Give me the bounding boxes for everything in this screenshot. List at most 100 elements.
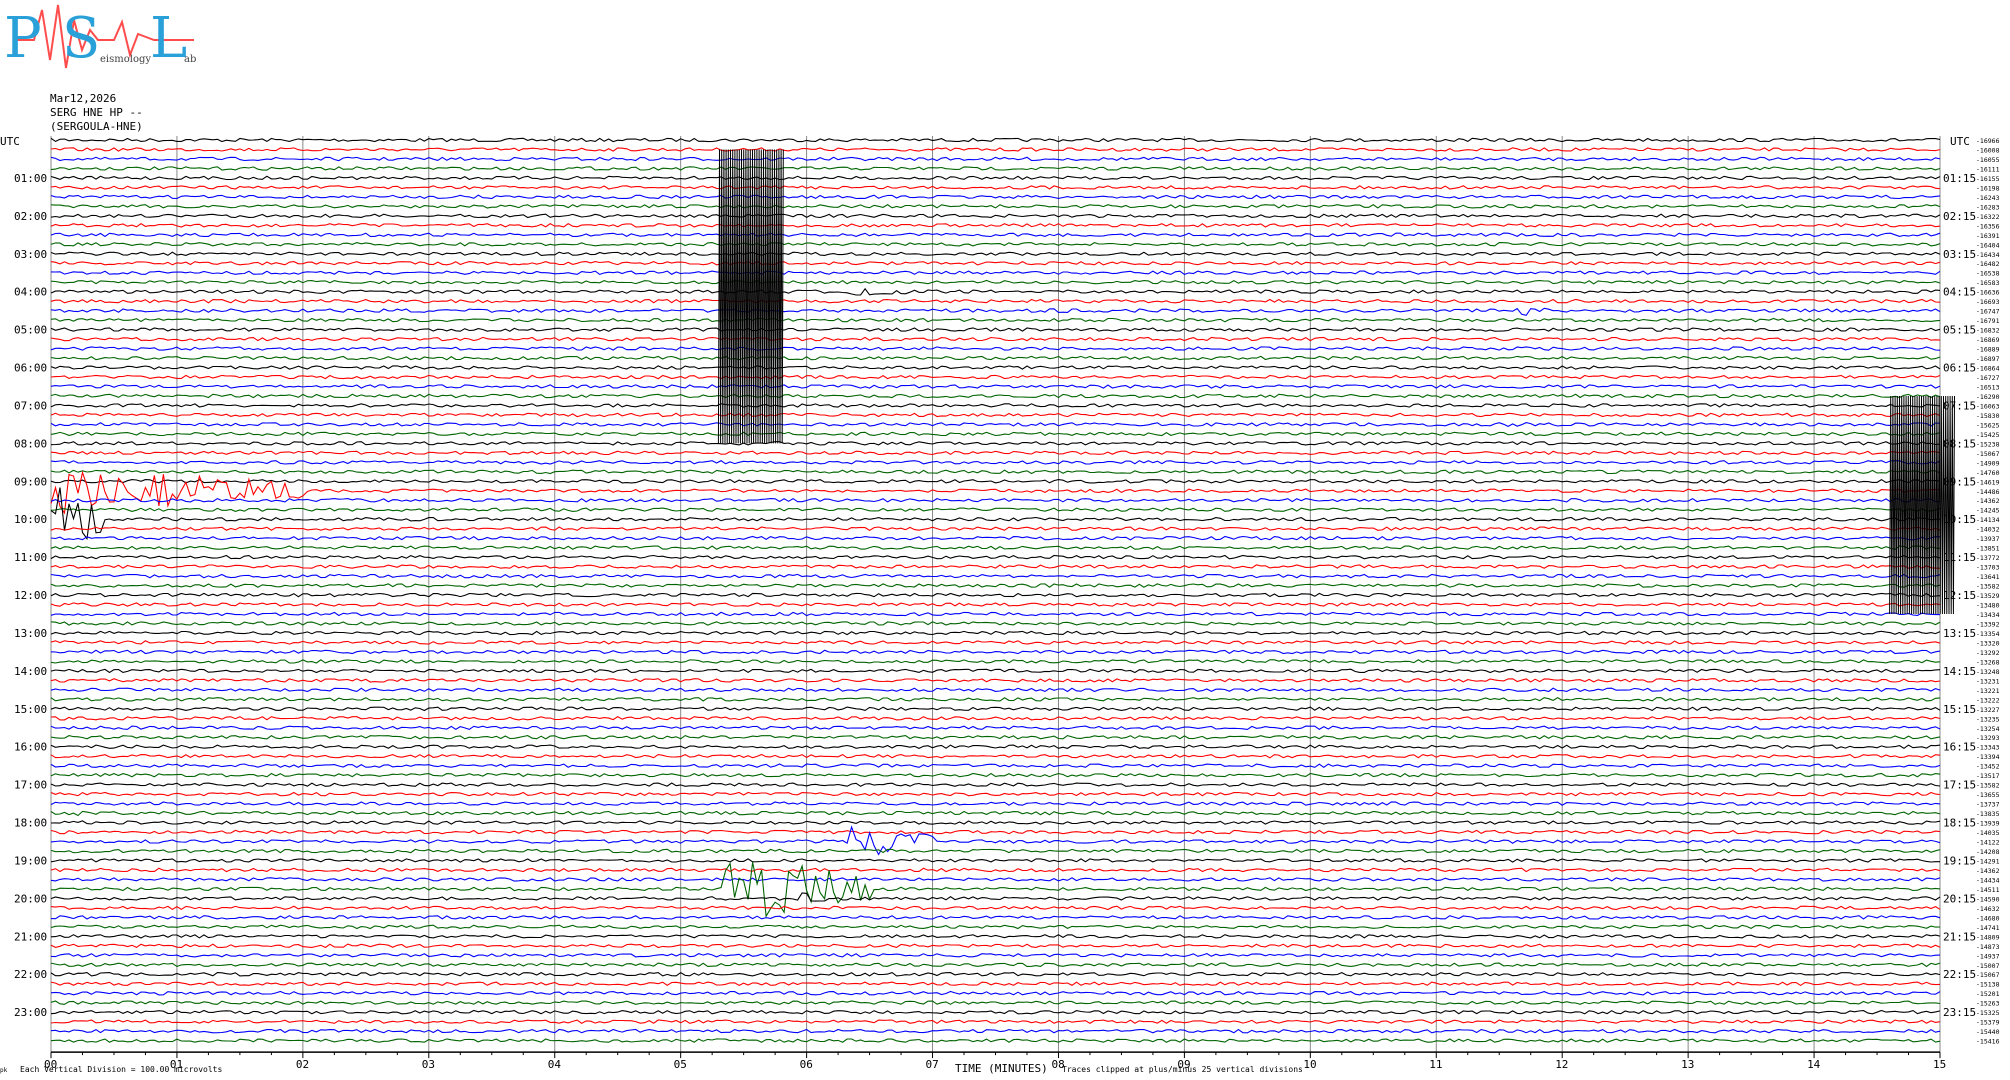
trace-mean-label: -14909 <box>1976 459 2000 467</box>
trace-mean-label: -13292 <box>1976 649 2000 657</box>
trace-row-45 <box>50 564 1941 569</box>
trace-mean-label: -15625 <box>1976 421 2000 429</box>
trace-mean-label: -14873 <box>1976 943 2000 951</box>
right-hour-label: 14:15 <box>1943 665 1976 678</box>
right-hour-label: 04:15 <box>1943 286 1976 299</box>
trace-row-84 <box>50 934 1941 939</box>
logo-letter-p: P <box>4 6 42 71</box>
right-hour-label: 23:15 <box>1943 1006 1976 1019</box>
trace-mean-label: -16966 <box>1976 137 2000 145</box>
left-hour-label: 15:00 <box>14 703 47 716</box>
trace-mean-label: -13235 <box>1976 715 2000 723</box>
left-hour-label: 18:00 <box>14 817 47 830</box>
trace-row-27 <box>50 393 1941 399</box>
trace-row-40 <box>50 487 1941 541</box>
trace-mean-label: -13227 <box>1976 706 2000 714</box>
logo-letter-l: L <box>150 6 187 71</box>
trace-row-17 <box>50 298 1941 304</box>
trace-row-82 <box>50 915 1941 920</box>
trace-mean-label: -16636 <box>1976 289 2000 297</box>
trace-mean-label: -16693 <box>1976 298 2000 306</box>
trace-mean-label: -13517 <box>1976 772 2000 780</box>
trace-mean-label: -15067 <box>1976 450 2000 458</box>
left-hour-label: 10:00 <box>14 513 47 526</box>
trace-row-54 <box>50 649 1941 655</box>
trace-mean-label: -16889 <box>1976 346 2000 354</box>
trace-mean-label: -14590 <box>1976 895 2000 903</box>
trace-mean-label: -14134 <box>1976 516 2000 524</box>
trace-mean-label: -13254 <box>1976 725 2000 733</box>
left-hour-label: 05:00 <box>14 324 47 337</box>
trace-row-5 <box>50 185 1941 190</box>
trace-row-63 <box>50 734 1941 740</box>
trace-row-23 <box>50 355 1941 361</box>
x-tick-label: 03 <box>422 1058 435 1071</box>
right-hour-label: 15:15 <box>1943 703 1976 716</box>
trace-row-43 <box>50 545 1941 550</box>
trace-row-64 <box>50 744 1941 750</box>
x-tick-label: 10 <box>1303 1058 1316 1071</box>
trace-mean-label: -16434 <box>1976 251 2000 259</box>
trace-mean-label: -13231 <box>1976 677 2000 685</box>
left-hour-label: 09:00 <box>14 475 47 488</box>
trace-row-89 <box>50 981 1941 987</box>
x-tick-label: 11 <box>1429 1058 1442 1071</box>
trace-row-2 <box>50 156 1941 162</box>
trace-row-37 <box>50 470 1941 515</box>
x-tick-label: 12 <box>1555 1058 1568 1071</box>
right-hour-label: 06:15 <box>1943 362 1976 375</box>
trace-row-87 <box>50 962 1941 968</box>
trace-row-57 <box>50 678 1941 683</box>
trace-mean-label: -13222 <box>1976 696 2000 704</box>
trace-row-35 <box>50 469 1941 475</box>
trace-mean-label: -15201 <box>1976 990 2000 998</box>
trace-mean-label: -14245 <box>1976 507 2000 515</box>
trace-mean-label: -16513 <box>1976 383 2000 391</box>
trace-row-94 <box>50 1028 1941 1034</box>
trace-mean-label: -13480 <box>1976 602 2000 610</box>
trace-row-93 <box>50 1019 1941 1024</box>
trace-mean-label: -13434 <box>1976 611 2000 619</box>
trace-row-33 <box>50 450 1941 456</box>
trace-mean-label: -16791 <box>1976 317 2000 325</box>
trace-mean-label: -13248 <box>1976 668 2000 676</box>
trace-mean-label: -15440 <box>1976 1028 2000 1036</box>
trace-mean-label: -16111 <box>1976 165 2000 173</box>
trace-row-71 <box>50 810 1941 817</box>
trace-row-50 <box>50 611 1940 617</box>
trace-mean-label: -15425 <box>1976 431 2000 439</box>
trace-row-72 <box>50 820 1941 825</box>
trace-mean-label: -14122 <box>1976 839 2000 847</box>
right-hour-label: 12:15 <box>1943 589 1976 602</box>
trace-row-39 <box>50 507 1941 512</box>
trace-row-36 <box>50 478 1941 484</box>
trace-mean-label: -13343 <box>1976 744 2000 752</box>
left-timezone-label: UTC <box>0 135 20 148</box>
right-hour-labels: 01:15 02:15 03:15 04:15 05:15 06:15 07:15 08:15… <box>1943 172 1976 1019</box>
clip-note: Traces clipped at plus/minus 25 vertical… <box>1062 1065 1303 1074</box>
trace-mean-label: -16283 <box>1976 203 2000 211</box>
trace-mean-label: -14362 <box>1976 497 2000 505</box>
trace-row-85 <box>50 943 1941 949</box>
logo-word-seismology: eismology <box>100 54 152 65</box>
trace-row-28 <box>50 403 1941 408</box>
trace-mean-label: -14032 <box>1976 526 2000 534</box>
trace-mean-label: -16055 <box>1976 156 2000 164</box>
trace-mean-label: -15416 <box>1976 1038 2000 1046</box>
trace-mean-label: -16869 <box>1976 336 2000 344</box>
psl-logo: P S L eismology ab <box>4 0 204 75</box>
trace-row-68 <box>50 782 1941 787</box>
trace-mean-label: -15007 <box>1976 962 2000 970</box>
trace-mean-label: -14511 <box>1976 886 2000 894</box>
right-hour-label: 10:15 <box>1943 513 1976 526</box>
left-hour-labels: 01:00 02:00 03:00 04:00 05:00 06:00 07:00 08:00… <box>14 172 47 1019</box>
trace-row-11 <box>50 241 1941 247</box>
trace-row-70 <box>50 801 1941 806</box>
trace-row-6 <box>50 194 1941 200</box>
trace-row-69 <box>50 791 1941 797</box>
trace-mean-label: -13835 <box>1976 810 2000 818</box>
trace-row-75 <box>50 848 1941 854</box>
trace-mean-label: -14809 <box>1976 933 2000 941</box>
trace-row-90 <box>50 990 1941 996</box>
